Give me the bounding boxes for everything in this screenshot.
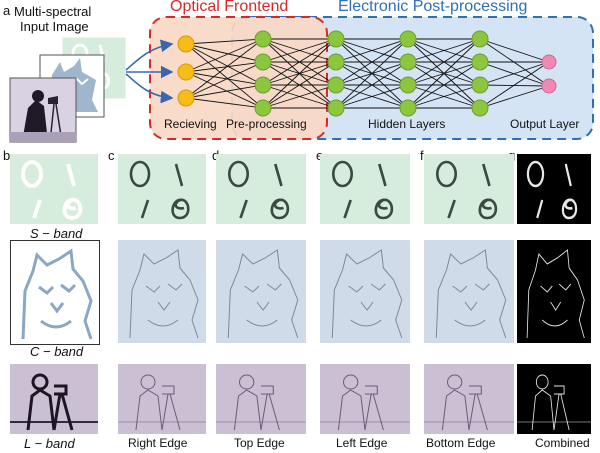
hidden-node (471, 53, 489, 71)
electronic-postprocessing-title: Electronic Post-processing (338, 0, 528, 15)
band-label-l: L − band (24, 436, 75, 451)
network-edge (262, 38, 337, 86)
panel-label-a: a (3, 3, 11, 18)
network-edge (407, 84, 481, 109)
image-tile-l-bottom (424, 364, 514, 434)
column-label-left-edge: Left Edge (336, 436, 388, 450)
network-edge (479, 61, 550, 109)
network-edge (185, 38, 264, 45)
column-label-top-edge: Top Edge (234, 436, 285, 450)
panel-label-c: c (108, 148, 115, 163)
network-edge (185, 43, 264, 109)
network-edge (407, 61, 481, 109)
band-label-s: S − band (30, 226, 83, 241)
image-tile-c-bottom (424, 240, 514, 343)
network-edge (335, 61, 409, 109)
hidden-node (327, 76, 345, 94)
hidden-node (254, 99, 272, 117)
network-edge (479, 85, 550, 109)
network-edge (185, 71, 264, 86)
network-edge (335, 38, 409, 109)
network-edge (185, 38, 264, 99)
hidden-node (399, 76, 417, 94)
image-tile-s-orig (10, 154, 98, 224)
hidden-node (471, 99, 489, 117)
panel-label-d: d (212, 148, 219, 163)
network-edge (185, 61, 264, 99)
network-edge (407, 38, 481, 63)
network-edge (262, 38, 337, 109)
stage-label-preprocessing: Pre-processing (226, 117, 307, 131)
image-tile-l-right (118, 364, 206, 434)
image-tile-c-orig (10, 240, 100, 345)
receiving-node (177, 63, 195, 81)
image-tile-s-right (118, 154, 206, 224)
image-tile-l-top (216, 364, 306, 434)
hidden-node (399, 53, 417, 71)
hidden-node (399, 30, 417, 48)
panel-label-b: b (3, 148, 11, 163)
image-tile-l-orig (10, 364, 98, 434)
optical-frontend-box (149, 16, 328, 140)
image-tile-c-combined (517, 240, 591, 343)
network-edge (407, 38, 481, 109)
hidden-node (254, 76, 272, 94)
network-edge (479, 61, 550, 87)
image-tile-s-top (216, 154, 306, 224)
network-edge (407, 38, 481, 86)
input-title-line1: Multi-spectral (14, 4, 92, 19)
column-label-right-edge: Right Edge (128, 436, 188, 450)
network-edge (185, 71, 264, 109)
band-label-c: C − band (30, 344, 84, 359)
column-label-combined: Combined (535, 436, 590, 450)
input-title-line2: Input Image (20, 19, 89, 34)
image-tile-c-left (320, 240, 410, 343)
network-edge (185, 43, 264, 63)
input-l-band-image (9, 77, 77, 143)
receiving-node (177, 35, 195, 53)
stage-label-output-layer: Output Layer (510, 117, 580, 131)
network-edge (262, 38, 337, 63)
hidden-node (254, 53, 272, 71)
network-edge (479, 38, 550, 63)
network-edge (185, 61, 264, 73)
network-edge (335, 84, 409, 109)
image-tile-l-combined (517, 364, 591, 434)
column-label-bottom-edge: Bottom Edge (426, 436, 496, 450)
network-edge (185, 84, 264, 99)
output-node (541, 54, 557, 70)
network-edge (335, 38, 409, 63)
network-edge (479, 61, 550, 86)
network-edge (335, 38, 409, 86)
network-edge (185, 97, 264, 109)
image-tile-c-top (216, 240, 306, 343)
panel-label-e: e (316, 148, 323, 163)
hidden-node (327, 99, 345, 117)
hidden-node (327, 53, 345, 71)
output-node (541, 78, 557, 94)
hidden-node (471, 30, 489, 48)
image-tile-c-right (118, 240, 206, 343)
network-edge (479, 38, 550, 87)
panel-label-f: f (420, 148, 424, 163)
hidden-node (254, 30, 272, 48)
hidden-node (399, 99, 417, 117)
image-tile-s-bottom (424, 154, 514, 224)
image-tile-l-left (320, 364, 410, 434)
hidden-node (327, 30, 345, 48)
network-edge (262, 61, 337, 109)
image-tile-s-combined (517, 154, 591, 224)
stage-label-hidden-layers: Hidden Layers (368, 117, 446, 131)
receiving-node (177, 89, 195, 107)
network-edge (185, 43, 264, 86)
optical-frontend-title: Optical Frontend (170, 0, 289, 15)
network-edge (262, 84, 337, 109)
network-edge (185, 38, 264, 73)
hidden-node (471, 76, 489, 94)
network-diagram (9, 16, 594, 143)
image-tile-s-left (320, 154, 410, 224)
stage-label-receiving: Recieving (164, 117, 217, 131)
